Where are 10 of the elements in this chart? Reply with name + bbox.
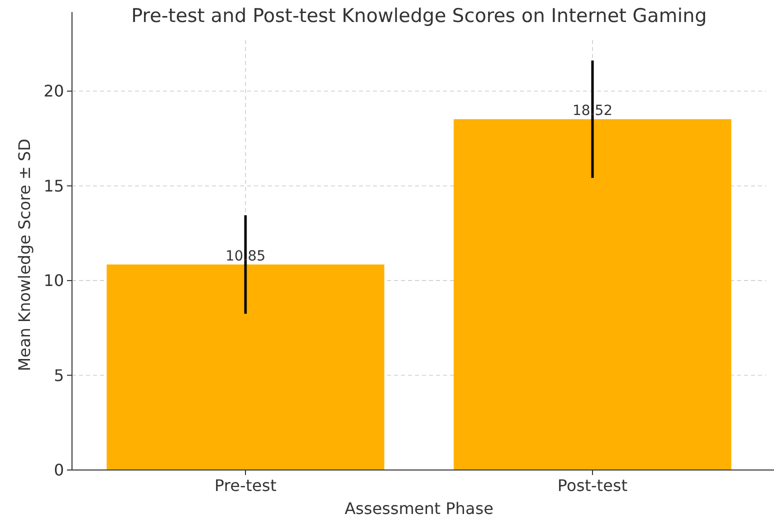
y-tick-label: 5: [54, 366, 64, 385]
x-tick-label: Pre-test: [214, 476, 276, 495]
y-tick-label: 0: [54, 460, 64, 480]
y-axis-title: Mean Knowledge Score ± SD: [15, 138, 34, 372]
y-tick-label: 10: [44, 271, 64, 290]
x-tick-label: Post-test: [558, 476, 628, 495]
y-tick-label: 15: [44, 176, 64, 196]
x-axis-title: Assessment Phase: [344, 499, 494, 518]
chart-title: Pre-test and Post-test Knowledge Scores on Internet Gaming: [131, 5, 707, 27]
y-tick-label: 20: [44, 82, 64, 101]
